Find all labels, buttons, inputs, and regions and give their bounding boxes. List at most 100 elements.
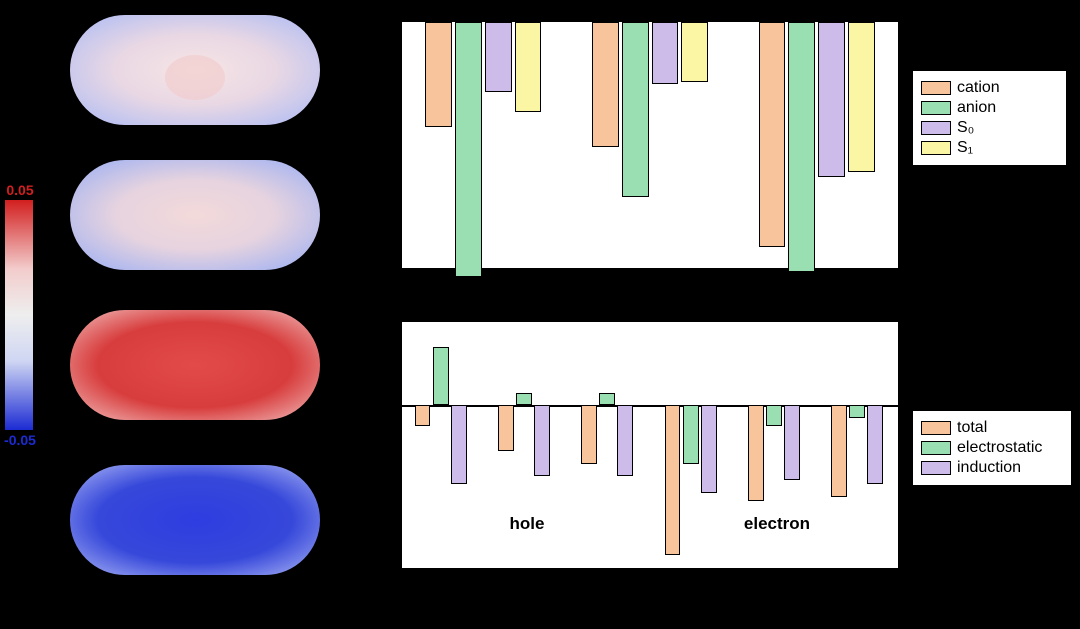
colorbar-max: 0.05 [0,182,40,198]
bar [681,22,708,82]
bar [451,405,467,484]
legend-swatch [921,461,951,475]
ytick: 0.0 [352,14,392,30]
esp-surface-anion [70,465,320,575]
legend-text: induction [957,459,1021,477]
colorbar-min: -0.05 [0,432,40,448]
bar [622,22,649,197]
xtick-mark [652,272,654,278]
legend-swatch [921,81,951,95]
legend-swatch [921,141,951,155]
xtick: Y6 [402,578,485,596]
bar [831,405,847,497]
bar [701,405,717,493]
legend-item: cation [921,79,1058,97]
bar [848,22,875,172]
bar [455,22,482,277]
ytick-mark [396,122,402,124]
caption-cation: cation [70,422,320,440]
ytick-mark [396,72,402,74]
xtick: 4TIC [569,278,736,299]
caption-s0: S₀ [70,127,320,145]
caption-s1: S₁ [70,272,320,290]
legend-swatch [921,101,951,115]
colorbar-gradient [5,200,33,430]
chart-c: 1.00.50.0-0.5-1.0-1.5-2.0Y64TICDICTFhole… [400,320,900,570]
bar [766,405,782,426]
xtick: 4TIC [735,578,818,596]
legend-item: S₀ [921,119,1058,137]
bar [818,22,845,177]
esp-surface-cation [70,310,320,420]
xtick: Y6 [402,278,569,299]
bar [592,22,619,147]
ytick-mark [396,572,402,574]
subplot-title: hole [402,514,652,534]
legend-text: anion [957,99,996,117]
legend-text: S₀ [957,119,974,137]
panel-a-label: (a) [10,4,37,30]
ytick-mark [396,222,402,224]
bar [784,405,800,480]
ytick: -2.0 [352,214,392,230]
xtick: Y6 [652,578,735,596]
xtick-mark [485,272,487,278]
legend-swatch [921,441,951,455]
bar [617,405,633,476]
xtick: 4TIC [485,578,568,596]
bar [748,405,764,501]
ytick: -2.5 [352,264,392,280]
legend-item: anion [921,99,1058,117]
bar [498,405,514,451]
bar [581,405,597,463]
ytick: 0.0 [352,397,392,413]
bar [599,393,615,406]
legend-text: cation [957,79,1000,97]
colorbar: 0.05 -0.05 [5,200,33,430]
legend-item: electrostatic [921,439,1063,457]
ytick-mark [396,364,402,366]
molecule-blob [165,55,225,100]
ytick: -1.0 [352,114,392,130]
xtick: DICTF [819,578,902,596]
ytick-mark [396,172,402,174]
ytick: -1.5 [352,522,392,538]
bar [415,405,431,426]
bar [534,405,550,476]
legend-c: total electrostatic induction [912,410,1072,486]
bar [516,393,532,406]
chart-b: 0.0-0.5-1.0-1.5-2.0-2.5Y64TICDICTF [400,20,900,270]
bar [515,22,542,112]
legend-item: induction [921,459,1063,477]
legend-b: cation anion S₀ S₁ [912,70,1067,166]
ytick-mark [396,322,402,324]
legend-text: electrostatic [957,439,1042,457]
panel-a: (a) S₀ S₁ cation anion 0.05 -0.05 [0,0,330,629]
xtick-mark [819,272,821,278]
legend-item: S₁ [921,139,1058,157]
bar [759,22,786,247]
bar [485,22,512,92]
bar [788,22,815,272]
ytick-mark [396,489,402,491]
bar [683,405,699,463]
chart-b-ylabel: ΔE₀ (eV) [356,129,377,200]
xtick: DICTF [569,578,652,596]
bar [867,405,883,484]
legend-text: total [957,419,987,437]
esp-surface-s0 [70,15,320,125]
esp-surface-s1 [70,160,320,270]
bar [425,22,452,127]
ytick: 0.5 [352,356,392,372]
ytick: 1.0 [352,314,392,330]
ytick-mark [396,272,402,274]
subplot-title: electron [652,514,902,534]
caption-anion: anion [70,577,320,595]
xtick: DICTF [735,278,902,299]
legend-swatch [921,421,951,435]
bar [849,405,865,418]
bar [652,22,679,84]
bar [433,347,449,405]
legend-text: S₁ [957,139,973,157]
ytick-mark [396,447,402,449]
